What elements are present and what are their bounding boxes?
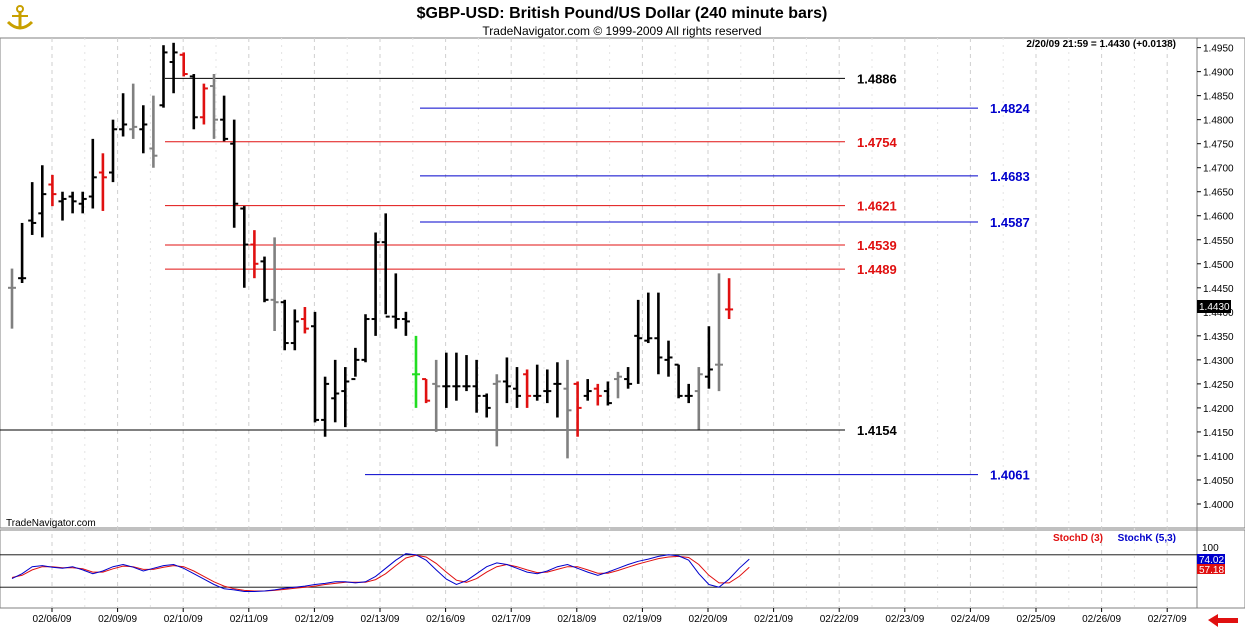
level-label: 1.4489 [857,262,897,277]
y-tick-label: 1.4400 [1203,308,1234,319]
x-tick-label: 02/24/09 [951,614,990,625]
chart-title: $GBP-USD: British Pound/US Dollar (240 m… [417,5,828,22]
stochk-legend: StochK (5,3) [1118,533,1176,544]
stochk-value: 74.02 [1199,555,1224,566]
y-tick-label: 1.4700 [1203,164,1234,175]
chart-subtitle: TradeNavigator.com © 1999-2009 All right… [482,24,761,38]
level-label: 1.4539 [857,238,897,253]
stochastic-lines [0,553,1197,592]
x-tick-label: 02/25/09 [1017,614,1056,625]
stochk-line [11,553,750,592]
y-tick-label: 1.4100 [1203,452,1234,463]
stochd-value-tag [1197,564,1225,574]
level-label: 1.4754 [857,135,898,150]
x-tick-label: 02/12/09 [295,614,334,625]
y-tick-label: 1.4050 [1203,476,1234,487]
y-tick-label: 1.4150 [1203,428,1234,439]
level-lines: 1.4886 1.4824 1.4754 1.4683 1.4621 1.4587 1.45… [0,71,1031,483]
stochd-value: 57.18 [1199,565,1224,576]
y-tick-label: 1.4200 [1203,404,1234,415]
x-tick-label: 02/20/09 [689,614,728,625]
price-bars [8,42,734,459]
x-axis-ticks: 02/06/09 02/09/09 02/10/09 02/11/09 02/12/09… [33,608,1187,625]
y-tick-label: 1.4950 [1203,44,1234,55]
y-tick-label: 1.4250 [1203,380,1234,391]
y-tick-label: 1.4650 [1203,188,1234,199]
y-tick-label: 1.4350 [1203,332,1234,343]
y-tick-label: 1.4000 [1203,500,1234,511]
y-tick-label: 1.4500 [1203,260,1234,271]
x-tick-label: 02/23/09 [885,614,924,625]
level-label: 1.4621 [857,199,897,214]
y-tick-label: 1.4800 [1203,116,1234,127]
level-label: 1.4061 [990,468,1030,483]
x-tick-label: 02/26/09 [1082,614,1121,625]
x-tick-label: 02/19/09 [623,614,662,625]
x-tick-label: 02/18/09 [557,614,596,625]
x-tick-label: 02/16/09 [426,614,465,625]
y-tick-label: 1.4600 [1203,212,1234,223]
level-label: 1.4587 [990,215,1030,230]
stochd-line [11,554,750,592]
x-tick-label: 02/10/09 [164,614,203,625]
x-tick-label: 02/13/09 [361,614,400,625]
stoch-tick-100: 100 [1202,543,1219,554]
y-tick-label: 1.4900 [1203,68,1234,79]
watermark: TradeNavigator.com [6,518,96,529]
x-tick-label: 02/17/09 [492,614,531,625]
x-tick-label: 02/21/09 [754,614,793,625]
x-tick-label: 02/27/09 [1148,614,1187,625]
scroll-right-arrow-icon[interactable] [1208,614,1238,627]
level-label: 1.4886 [857,71,897,86]
last-quote-text: 2/20/09 21:59 = 1.4430 (+0.0138) [1026,39,1176,50]
last-price-tag [1197,300,1231,313]
y-tick-label: 1.4550 [1203,236,1234,247]
y-tick-label: 1.4850 [1203,92,1234,103]
last-price-label: 1.4430 [1199,302,1230,313]
x-tick-label: 02/11/09 [230,614,269,625]
y-tick-label: 1.4450 [1203,284,1234,295]
x-tick-label: 02/22/09 [820,614,859,625]
level-label: 1.4154 [857,423,898,438]
grid [51,38,1168,608]
stochd-legend: StochD (3) [1053,533,1103,544]
anchor-logo-icon [6,5,34,30]
stochk-value-tag [1197,554,1225,564]
y-tick-label: 1.4750 [1203,140,1234,151]
x-tick-label: 02/06/09 [33,614,72,625]
x-tick-label: 02/09/09 [98,614,137,625]
y-axis-ticks: 1.4950 1.4900 1.4850 1.4800 1.4750 1.4700 1.46… [1197,44,1234,511]
y-tick-label: 1.4300 [1203,356,1234,367]
price-panel [0,37,1245,529]
level-label: 1.4683 [990,169,1030,184]
level-label: 1.4824 [990,101,1031,116]
